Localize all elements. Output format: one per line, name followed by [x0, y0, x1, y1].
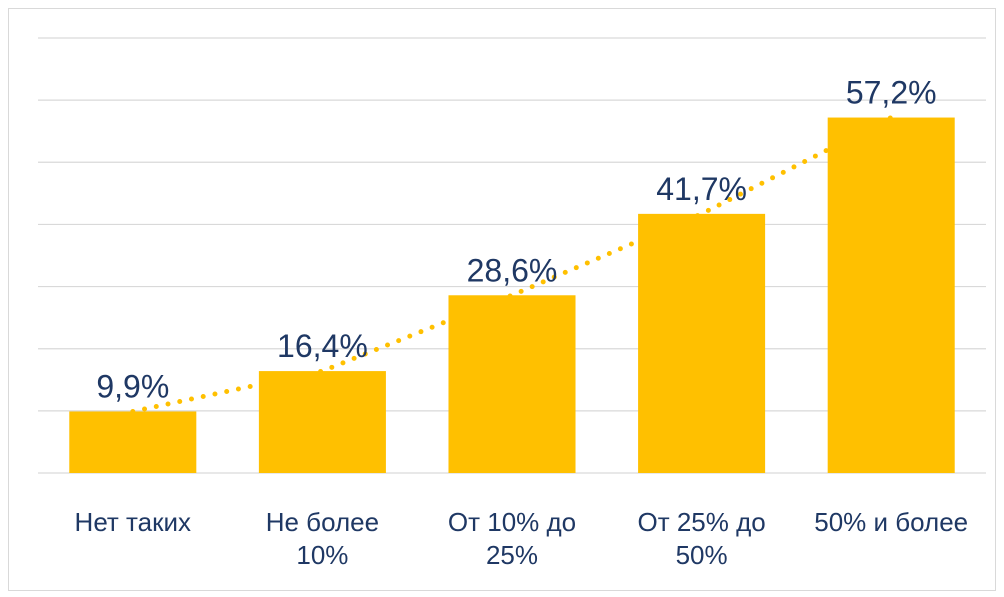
bar [258, 371, 386, 473]
x-tick-label: Нет таких [74, 507, 192, 537]
data-label: 28,6% [467, 252, 558, 288]
x-tick-label: От 10% до 25% [447, 507, 577, 570]
data-label: 41,7% [656, 171, 747, 207]
bar [638, 213, 766, 473]
x-tick-label: 50% и более [814, 507, 969, 537]
bar [69, 411, 197, 473]
x-tick-label: Не более 10% [265, 507, 380, 570]
trend-line [130, 115, 894, 414]
bar [448, 295, 576, 473]
data-label: 16,4% [277, 328, 368, 364]
bar [827, 117, 955, 474]
x-tick-label: От 25% до 50% [637, 507, 766, 570]
data-label: 9,9% [96, 368, 169, 404]
data-label: 57,2% [846, 75, 937, 111]
